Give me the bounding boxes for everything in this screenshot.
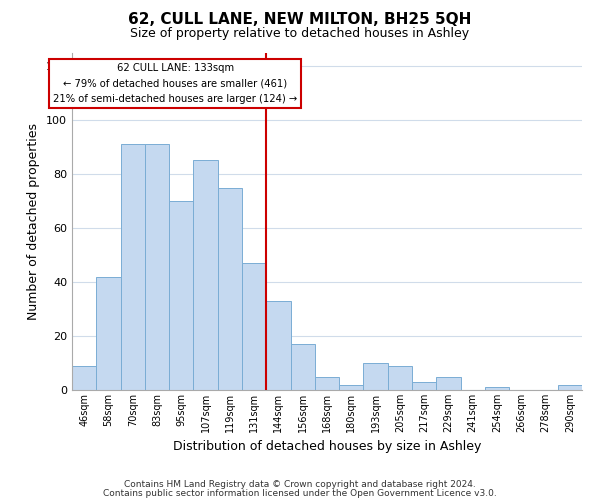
Bar [193,160,218,390]
Text: Contains HM Land Registry data © Crown copyright and database right 2024.: Contains HM Land Registry data © Crown c… [124,480,476,489]
Text: 62, CULL LANE, NEW MILTON, BH25 5QH: 62, CULL LANE, NEW MILTON, BH25 5QH [128,12,472,28]
Bar [558,384,582,390]
Bar [121,144,145,390]
Bar [96,276,121,390]
Bar [485,388,509,390]
Bar [242,263,266,390]
Bar [266,301,290,390]
X-axis label: Distribution of detached houses by size in Ashley: Distribution of detached houses by size … [173,440,481,454]
Bar [145,144,169,390]
Bar [169,201,193,390]
Bar [315,376,339,390]
Bar [388,366,412,390]
Bar [364,363,388,390]
Text: Size of property relative to detached houses in Ashley: Size of property relative to detached ho… [130,28,470,40]
Bar [218,188,242,390]
Y-axis label: Number of detached properties: Number of detached properties [28,122,40,320]
Bar [339,384,364,390]
Text: 62 CULL LANE: 133sqm
← 79% of detached houses are smaller (461)
21% of semi-deta: 62 CULL LANE: 133sqm ← 79% of detached h… [53,64,298,104]
Bar [72,366,96,390]
Text: Contains public sector information licensed under the Open Government Licence v3: Contains public sector information licen… [103,489,497,498]
Bar [290,344,315,390]
Bar [412,382,436,390]
Bar [436,376,461,390]
